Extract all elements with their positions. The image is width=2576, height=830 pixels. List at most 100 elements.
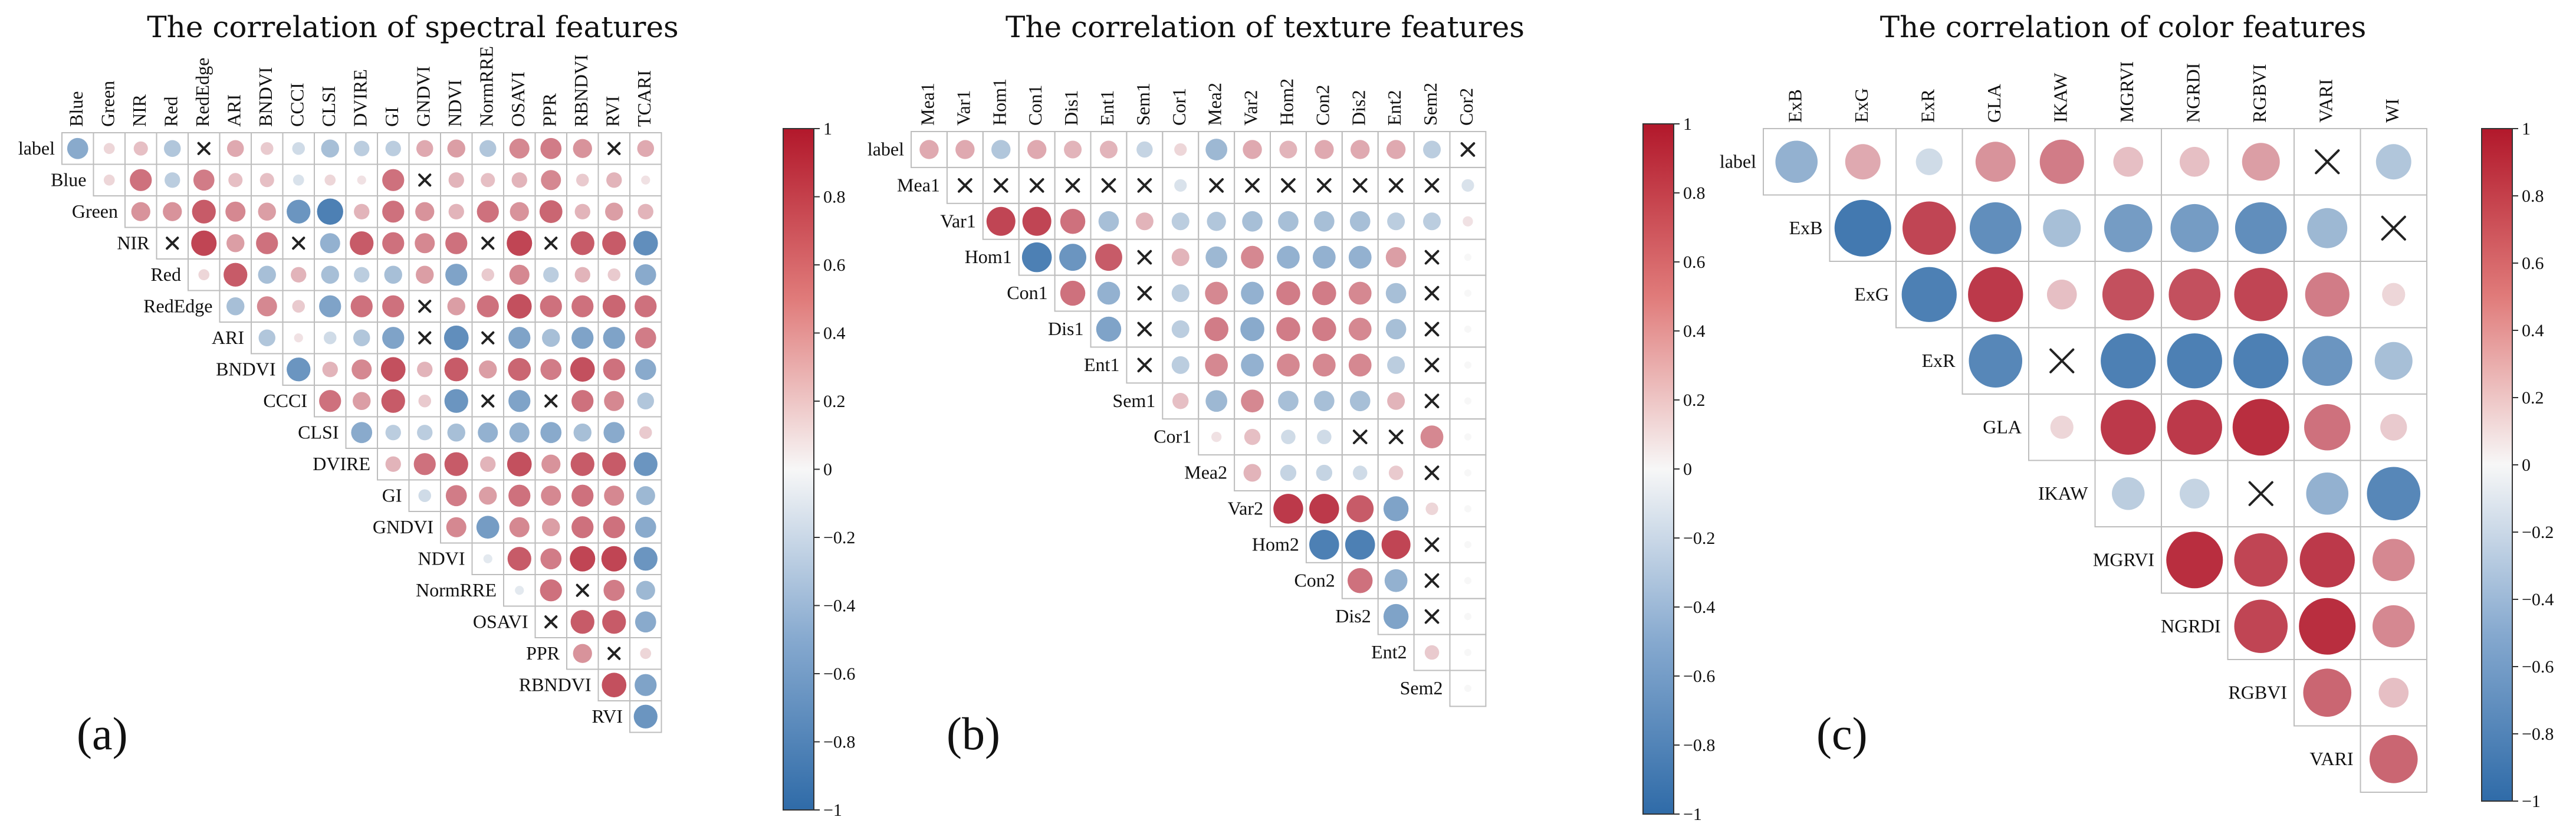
row-label: RedEdge xyxy=(143,295,212,316)
insignificant-mark xyxy=(1245,178,1260,193)
corr-circle xyxy=(2179,478,2210,509)
row-label: Dis2 xyxy=(1335,605,1371,626)
col-label: RedEdge xyxy=(192,58,213,127)
corr-circle xyxy=(294,333,303,343)
corr-circle xyxy=(571,327,594,349)
corr-circle xyxy=(192,199,216,224)
corr-circle xyxy=(542,518,560,536)
corr-circle xyxy=(446,517,466,537)
corr-circle xyxy=(1279,140,1297,159)
col-label: Red xyxy=(160,96,181,127)
panel-a: The correlation of spectral features Blu… xyxy=(18,10,856,820)
corr-circle xyxy=(319,295,341,317)
insignificant-mark xyxy=(544,615,558,629)
row-label: Cor1 xyxy=(1154,426,1191,447)
corr-circle xyxy=(227,140,244,157)
corr-circle xyxy=(418,489,432,503)
panel-b: The correlation of texture features Mea1… xyxy=(868,10,1716,824)
corr-circle xyxy=(633,231,658,256)
corr-circle xyxy=(541,454,561,474)
corr-circle xyxy=(2235,202,2287,254)
insignificant-mark xyxy=(1137,321,1152,337)
corr-circle xyxy=(1204,317,1228,342)
insignificant-mark xyxy=(166,237,179,250)
corr-circle xyxy=(571,516,594,539)
row-label: BNDVI xyxy=(216,358,275,379)
corr-circle xyxy=(191,230,217,256)
colorbar-tick-label: 0.4 xyxy=(2522,321,2544,340)
corr-circle xyxy=(1312,281,1336,306)
corr-circle xyxy=(1241,389,1264,413)
panel-b-title: The correlation of texture features xyxy=(1006,10,1524,44)
corr-circle xyxy=(193,169,215,191)
colorbar-tick-label: 0.8 xyxy=(1683,183,1706,203)
corr-circle xyxy=(1241,353,1264,377)
corr-circle xyxy=(1060,209,1086,234)
corr-circle xyxy=(1171,284,1190,303)
row-label: Green xyxy=(72,201,118,222)
colorbar-tick-label: −0.4 xyxy=(823,596,855,616)
corr-circle xyxy=(480,456,496,472)
col-label: OSAVI xyxy=(507,71,528,127)
corr-circle xyxy=(1352,465,1368,480)
corr-circle xyxy=(1383,496,1409,521)
col-label: WI xyxy=(2381,99,2403,123)
corr-circle xyxy=(417,425,433,441)
corr-circle xyxy=(515,586,524,595)
col-label: GNDVI xyxy=(412,66,433,127)
insignificant-mark xyxy=(1424,573,1440,588)
corr-circle xyxy=(228,173,243,188)
corr-circle xyxy=(1242,211,1263,232)
corr-circle xyxy=(1969,202,2022,254)
panel-a-letter: (a) xyxy=(77,708,128,759)
corr-circle xyxy=(1027,140,1047,159)
corr-circle xyxy=(1915,148,1943,175)
corr-circle xyxy=(353,392,371,410)
corr-circle xyxy=(1098,211,1119,232)
corr-circle xyxy=(418,394,432,408)
col-label: Hom2 xyxy=(1276,78,1297,126)
corr-circle xyxy=(1387,392,1405,410)
corr-circle xyxy=(323,331,337,345)
corr-circle xyxy=(606,172,622,188)
corr-circle xyxy=(479,360,497,379)
insignificant-mark xyxy=(418,300,432,313)
corr-circle xyxy=(633,547,658,571)
corr-circle xyxy=(1385,247,1407,268)
corr-circle xyxy=(1385,319,1407,340)
panel-c-letter: (c) xyxy=(1816,708,1868,759)
corr-circle xyxy=(1464,289,1472,297)
colorbar-tick-label: −0.6 xyxy=(2522,657,2554,677)
corr-circle xyxy=(1423,212,1441,231)
corr-circle xyxy=(133,141,148,156)
corr-circle xyxy=(481,173,495,188)
corr-circle xyxy=(1425,502,1438,516)
corr-circle xyxy=(2372,539,2415,582)
corr-circle xyxy=(225,201,246,222)
insignificant-mark xyxy=(1388,178,1404,193)
corr-circle xyxy=(445,264,468,286)
corr-circle xyxy=(2233,333,2289,389)
corr-circle xyxy=(2179,146,2210,177)
row-label: label xyxy=(868,138,904,159)
insignificant-mark xyxy=(1101,178,1116,193)
col-label: Var1 xyxy=(952,90,974,126)
corr-circle xyxy=(357,175,366,185)
col-label: NIR xyxy=(129,94,150,127)
corr-circle xyxy=(321,139,339,158)
corr-circle xyxy=(2382,283,2406,306)
corr-circle xyxy=(2102,268,2154,321)
corr-circle xyxy=(542,329,560,347)
col-label: Cor1 xyxy=(1168,88,1190,126)
corr-circle xyxy=(1423,140,1441,159)
corr-circle xyxy=(258,265,276,284)
corr-circle xyxy=(508,390,531,412)
corr-circle xyxy=(570,231,594,255)
insignificant-mark xyxy=(1065,178,1080,193)
corr-circle xyxy=(602,294,626,318)
corr-circle xyxy=(476,516,500,539)
corr-circle xyxy=(2306,472,2349,515)
panel-a-colorbar: 1 0.8 0.6 0.4 0.2 0 −0.2 −0.4 −0.6 −0.8 −1 xyxy=(783,119,855,820)
row-label: VARI xyxy=(2309,748,2353,769)
corr-circle xyxy=(1312,353,1336,377)
